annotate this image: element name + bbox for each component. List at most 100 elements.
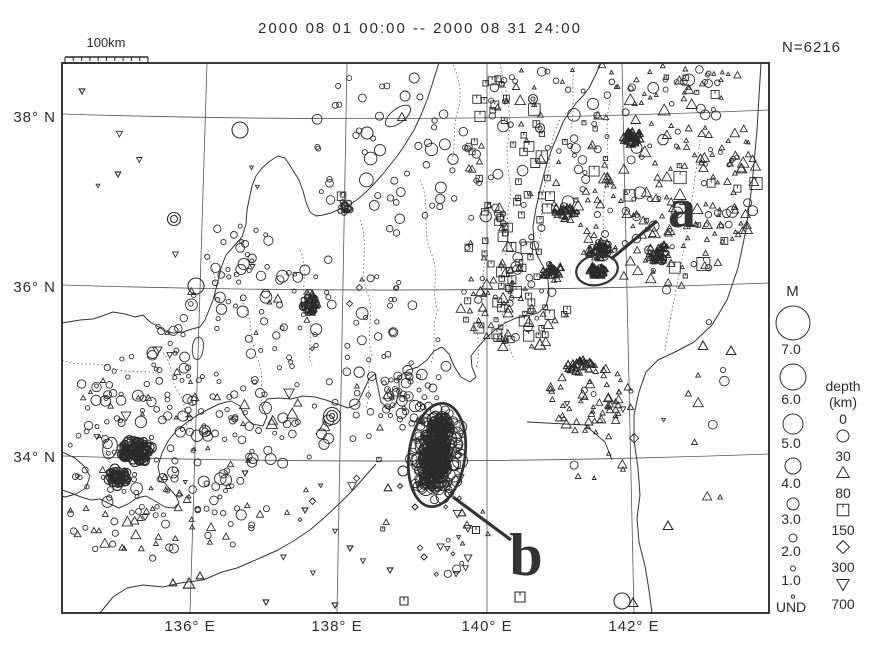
quake-symbol	[462, 565, 470, 572]
depth-legend-label: 700	[831, 596, 855, 612]
quake-symbol	[500, 300, 507, 306]
quake-symbol	[313, 342, 319, 349]
quake-symbol	[544, 144, 551, 151]
quake-symbol	[596, 416, 604, 423]
quake-symbol	[572, 417, 581, 425]
quake-symbol	[700, 260, 710, 270]
quake-symbol	[592, 429, 599, 435]
quake-symbol	[507, 288, 513, 294]
quake-symbol	[548, 395, 556, 402]
quake-symbol	[733, 184, 742, 193]
quake-symbol	[510, 279, 516, 285]
quake-symbol	[520, 201, 527, 208]
quake-symbol	[438, 109, 449, 119]
quake-symbol	[513, 197, 521, 206]
quake-symbol	[522, 285, 528, 291]
quake-symbol	[243, 501, 251, 509]
quake-symbol	[640, 186, 653, 197]
quake-symbol	[76, 379, 87, 389]
quake-symbol	[664, 251, 672, 259]
quake-symbol	[471, 525, 481, 535]
quake-symbol	[490, 100, 500, 110]
quake-symbol	[581, 393, 589, 401]
quake-symbol	[431, 434, 439, 442]
quake-symbol	[467, 239, 474, 246]
quake-symbol	[67, 507, 74, 513]
quake-symbol	[739, 124, 749, 133]
quake-symbol	[380, 526, 386, 532]
quake-symbol	[518, 67, 525, 73]
prefecture-border	[599, 99, 611, 256]
quake-symbol	[82, 524, 89, 531]
coastline	[62, 63, 440, 334]
quake-symbol	[359, 172, 374, 188]
quake-symbol	[522, 310, 528, 316]
quake-symbol	[684, 123, 693, 132]
quake-symbol	[584, 364, 594, 373]
quake-symbol	[245, 348, 257, 359]
quake-symbol	[170, 474, 179, 483]
quake-symbol	[572, 199, 585, 211]
quake-symbol	[593, 223, 599, 229]
quake-symbol	[515, 263, 524, 271]
quake-symbol	[655, 179, 664, 188]
quake-symbol	[481, 250, 488, 257]
quake-symbol	[608, 78, 616, 86]
quake-symbol	[94, 424, 100, 430]
cluster-a-label: a	[668, 178, 696, 240]
quake-symbol	[402, 408, 410, 416]
quake-symbol	[657, 103, 671, 116]
quake-symbol	[167, 466, 180, 479]
cluster-b-ellipse	[406, 401, 468, 509]
quake-symbol	[313, 274, 319, 280]
quake-symbol	[174, 426, 186, 438]
quake-symbol	[482, 331, 491, 339]
quake-symbol	[552, 271, 560, 279]
quake-symbol	[711, 70, 717, 76]
quake-symbol	[503, 94, 510, 102]
quake-symbol	[105, 468, 116, 478]
quake-symbol	[511, 333, 520, 342]
quake-symbol	[154, 504, 160, 510]
quake-symbol	[230, 231, 238, 239]
quake-symbol	[122, 468, 132, 477]
quake-symbol	[211, 482, 221, 491]
quake-symbol	[331, 602, 339, 610]
quake-symbol	[717, 206, 723, 212]
quake-symbol	[375, 111, 384, 121]
depth-legend-label: 30	[835, 448, 851, 464]
magnitude-legend-label: 2.0	[781, 543, 801, 559]
quake-symbol	[190, 429, 204, 442]
quake-symbol	[613, 592, 631, 610]
quake-symbol	[474, 285, 486, 296]
quake-symbol	[432, 421, 443, 432]
quake-symbol	[586, 97, 600, 110]
quake-symbol	[294, 419, 301, 426]
quake-symbol	[668, 122, 675, 128]
quake-symbol	[285, 269, 292, 276]
quake-symbol	[306, 454, 312, 460]
quake-symbol	[466, 307, 474, 314]
quake-symbol	[594, 241, 605, 251]
quake-symbol	[522, 316, 535, 327]
quake-symbol	[593, 111, 601, 119]
quake-symbol	[166, 352, 174, 359]
quake-symbol	[602, 155, 608, 162]
quake-symbol	[499, 80, 505, 87]
quake-symbol	[292, 271, 298, 277]
prefecture-border	[499, 309, 516, 361]
quake-symbol	[453, 450, 461, 459]
quake-symbol	[627, 85, 634, 92]
quake-symbol	[215, 410, 224, 418]
quake-symbol	[517, 295, 525, 302]
island-outline	[384, 104, 412, 128]
quake-symbol	[662, 77, 668, 83]
quake-symbol	[301, 305, 307, 311]
quake-symbol	[437, 444, 449, 456]
quake-symbol	[672, 209, 679, 215]
quake-symbol	[309, 291, 317, 297]
quake-symbol	[226, 460, 235, 468]
quake-symbol	[93, 434, 101, 441]
quake-symbol	[265, 417, 279, 430]
quake-symbol	[493, 333, 502, 342]
